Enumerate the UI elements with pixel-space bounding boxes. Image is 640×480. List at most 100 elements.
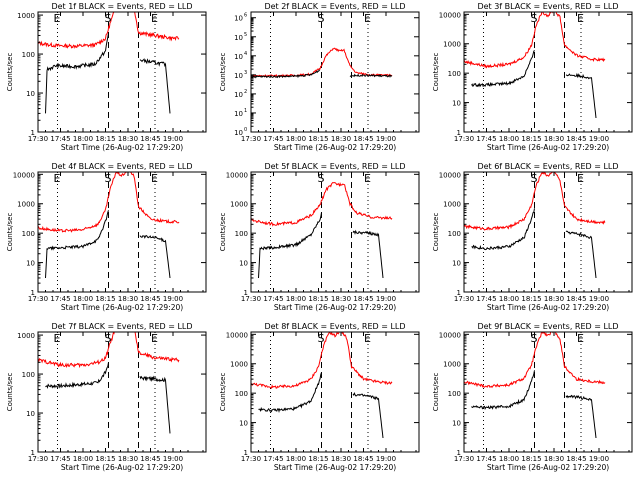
data-area [38,172,180,292]
x-tick-label: 17:45 [476,295,496,303]
x-tick-label: 17:45 [50,455,70,463]
y-tick-label: 100 [22,230,35,238]
y-axis-label: Counts/sec [432,213,440,252]
x-tick-label: 18:15 [521,295,541,303]
data-area [464,172,606,292]
x-tick-label: 17:45 [50,295,70,303]
series-events-line [471,208,535,251]
x-tick-label: 18:00 [286,135,306,143]
y-tick-exponent: 5 [244,32,247,38]
series-events-line [352,392,384,439]
series-events-line [45,32,109,114]
y-tick-label: 1 [31,449,35,457]
interval-label: S [531,332,538,345]
y-tick-label: 10 [26,260,35,268]
plot-frame [250,171,420,293]
y-tick-label: 100 [22,371,35,379]
y-tick-label: 1 [457,129,461,137]
x-tick-label: 17:45 [476,135,496,143]
series-events-line [565,230,597,279]
y-tick-label: 1000 [443,361,461,369]
y-tick-label: 1000 [230,361,248,369]
panel-title: Det 3f BLACK = Events, RED = LLD [477,2,618,11]
interval-label: S [318,12,325,25]
y-tick-label: 10 [234,15,243,23]
y-tick-label: 100 [448,390,461,398]
x-axis-label: Start Time (26-Aug-02 17:29:20) [274,303,396,312]
y-tick-label: 10 [234,34,243,42]
y-tick-label: 1 [31,289,35,297]
x-tick-label: 18:15 [95,295,115,303]
interval-label: S [105,172,112,185]
y-tick-exponent: 0 [244,127,247,133]
y-tick-label: 1 [31,129,35,137]
x-tick-label: 17:30 [454,135,474,143]
x-tick-label: 18:30 [331,135,351,143]
x-tick-label: 18:30 [331,295,351,303]
y-tick-label: 10 [234,72,243,80]
y-tick-label: 10000 [226,171,248,179]
y-tick-label: 100 [448,70,461,78]
interval-label: E [364,172,371,185]
y-tick-label: 10 [234,110,243,118]
series-lld-line [464,332,606,389]
y-tick-label: 1000 [17,12,35,20]
panel-title: Det 5f BLACK = Events, RED = LLD [264,162,405,171]
series-events-line [139,234,171,279]
series-events-line [471,370,535,410]
y-tick-label: 10000 [439,331,461,339]
x-tick-label: 18:15 [308,135,328,143]
series-lld-line [38,332,180,369]
y-tick-label: 1000 [230,201,248,209]
interval-label: E [151,12,158,25]
y-tick-label: 1 [457,289,461,297]
y-tick-label: 10 [234,53,243,61]
x-tick-label: 18:45 [140,455,160,463]
x-tick-label: 18:30 [118,455,138,463]
interval-label: E [364,12,371,25]
x-tick-label: 18:00 [73,455,93,463]
data-area [464,332,606,452]
y-tick-label: 100 [448,230,461,238]
y-tick-label: 10 [452,100,461,108]
x-tick-label: 19:00 [163,295,183,303]
series-events-line [251,69,321,79]
y-axis-label: Counts/sec [432,373,440,412]
interval-label: S [531,172,538,185]
x-tick-label: 17:30 [454,295,474,303]
y-tick-label: 10 [239,260,248,268]
x-tick-label: 18:00 [499,135,519,143]
x-tick-label: 18:00 [286,295,306,303]
interval-label: E [54,332,61,345]
panel-title: Det 9f BLACK = Events, RED = LLD [477,322,618,331]
data-area [38,332,180,452]
series-lld-line [38,172,180,233]
series-events-line [139,58,171,114]
y-tick-label: 1000 [443,41,461,49]
plot-frame [37,11,207,133]
x-tick-label: 19:00 [376,135,396,143]
x-axis-label: Start Time (26-Aug-02 17:29:20) [487,463,609,472]
y-tick-label: 1000 [17,332,35,340]
y-tick-exponent: 6 [244,13,247,19]
interval-label: E [577,12,584,25]
y-tick-label: 1000 [443,201,461,209]
x-tick-label: 17:30 [28,135,48,143]
x-axis-label: Start Time (26-Aug-02 17:29:20) [274,143,396,152]
x-tick-label: 18:30 [118,135,138,143]
y-tick-exponent: 1 [244,108,247,114]
y-tick-exponent: 2 [244,89,247,95]
panel-title: Det 8f BLACK = Events, RED = LLD [264,322,405,331]
y-tick-label: 10 [26,90,35,98]
y-tick-label: 1 [244,289,248,297]
x-tick-label: 17:30 [454,455,474,463]
panel-title: Det 7f BLACK = Events, RED = LLD [51,322,192,331]
series-events-line [45,210,109,279]
x-tick-label: 17:30 [241,135,261,143]
interval-label: E [577,332,584,345]
series-lld-line [251,181,393,227]
